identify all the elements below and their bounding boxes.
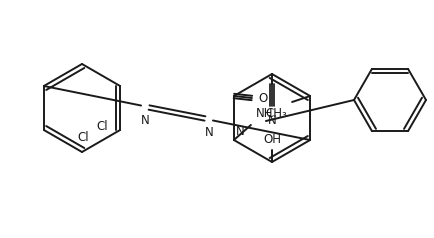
Text: Cl: Cl: [96, 120, 108, 134]
Text: N: N: [204, 126, 214, 139]
Text: N: N: [268, 114, 276, 127]
Text: N: N: [141, 114, 149, 127]
Text: OH: OH: [263, 133, 281, 146]
Text: Cl: Cl: [77, 131, 89, 144]
Text: N: N: [236, 125, 245, 138]
Text: O: O: [258, 91, 267, 104]
Text: CH₃: CH₃: [265, 107, 287, 120]
Text: NH: NH: [256, 107, 273, 120]
